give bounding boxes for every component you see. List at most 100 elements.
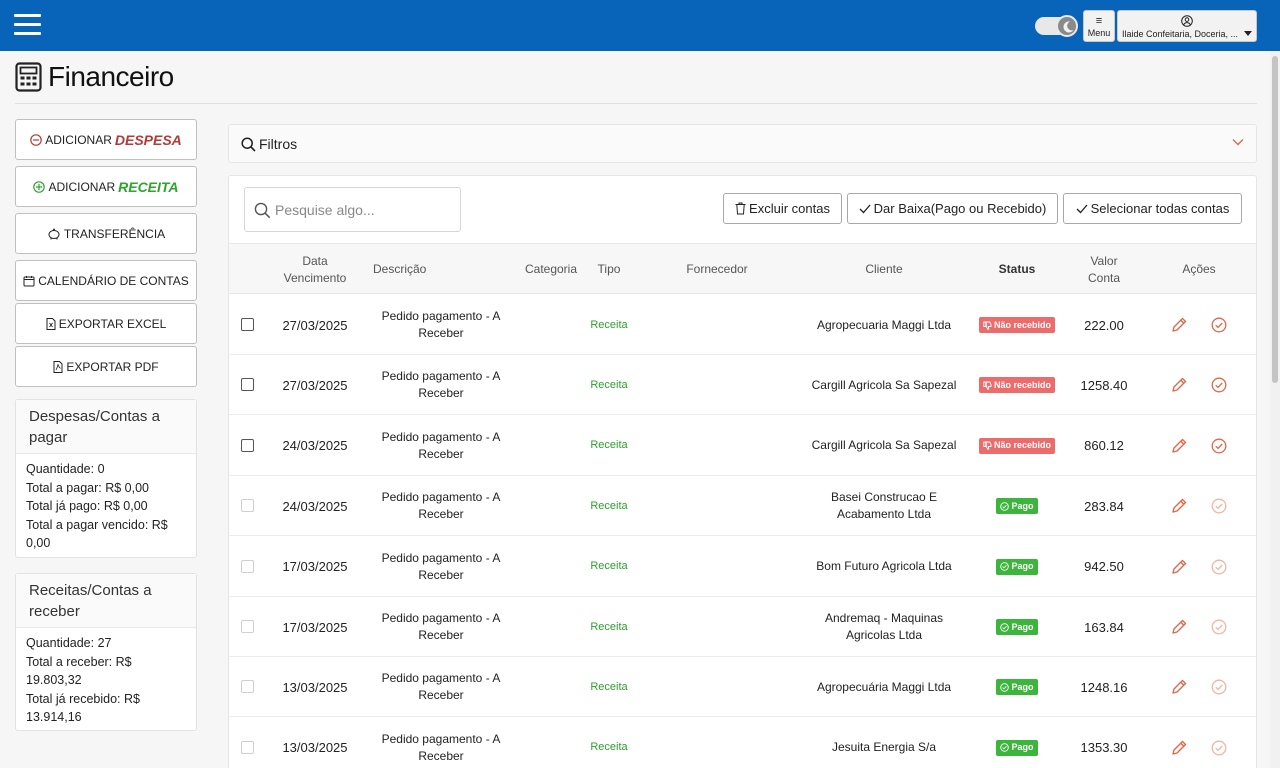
row-supplier xyxy=(677,657,757,717)
header-type[interactable]: Tipo xyxy=(597,262,621,276)
status-badge: Pago xyxy=(996,558,1038,575)
row-supplier xyxy=(677,476,757,536)
header-due-date[interactable]: Data Vencimento xyxy=(283,253,347,285)
theme-toggle[interactable] xyxy=(1035,15,1078,37)
edit-pencil-icon[interactable] xyxy=(1170,678,1188,696)
status-badge: Não recebido xyxy=(978,437,1055,454)
row-supplier xyxy=(677,355,757,415)
table-row[interactable]: 17/03/2025 Pedido pagamento - A Receber Re… xyxy=(229,597,1256,657)
row-checkbox[interactable] xyxy=(241,378,254,392)
row-category xyxy=(519,657,583,717)
check-circle-icon xyxy=(1000,683,1010,692)
export-pdf-button[interactable]: EXPORTAR PDF xyxy=(15,346,197,387)
search-icon xyxy=(254,202,271,219)
header-category[interactable]: Categoria xyxy=(524,262,578,276)
excel-file-icon xyxy=(46,317,56,330)
scrollbar-thumb[interactable] xyxy=(1272,56,1278,383)
add-expense-label: ADICIONAR xyxy=(45,132,112,147)
menu-button[interactable]: ≡ Menu xyxy=(1083,10,1115,42)
select-all-accounts-button[interactable]: Selecionar todas contas xyxy=(1063,193,1242,224)
table-row[interactable]: 27/03/2025 Pedido pagamento - A Receber Re… xyxy=(229,355,1256,416)
delete-accounts-button[interactable]: Excluir contas xyxy=(723,193,842,224)
row-description: Pedido pagamento - A Receber xyxy=(381,429,501,461)
check-circle-icon xyxy=(1211,740,1227,756)
accounts-panel: Excluir contas Dar Baixa(Pago ou Recebid… xyxy=(228,175,1257,768)
hamburger-icon[interactable] xyxy=(14,14,41,36)
check-icon xyxy=(1076,204,1088,213)
header-description[interactable]: Descrição xyxy=(373,262,427,276)
table-row[interactable]: 13/03/2025 Pedido pagamento - A Receber Re… xyxy=(229,718,1256,768)
trash-icon xyxy=(735,202,746,215)
status-badge-text: Pago xyxy=(1011,500,1034,511)
header-supplier[interactable]: Fornecedor xyxy=(686,262,748,276)
table-row[interactable]: 24/03/2025 Pedido pagamento - A Receber Re… xyxy=(229,476,1256,537)
check-circle-icon xyxy=(1000,743,1010,753)
row-due-date: 24/03/2025 xyxy=(282,438,348,454)
row-value: 222.00 xyxy=(1084,317,1124,333)
receivables-total-received: Total já recebido: R$ 13.914,16 xyxy=(26,691,140,725)
user-name: Ilaide Confeitaria, Doceria, ... xyxy=(1122,29,1239,39)
row-value: 1248.16 xyxy=(1080,679,1128,695)
check-circle-icon xyxy=(1211,619,1227,635)
table-row[interactable]: 24/03/2025 Pedido pagamento - A Receber Re… xyxy=(229,416,1256,476)
header-client[interactable]: Cliente xyxy=(865,262,903,276)
payables-title: Despesas/Contas a pagar xyxy=(16,400,196,454)
menu-label: Menu xyxy=(1087,28,1111,38)
row-status: Não recebido xyxy=(967,416,1067,476)
row-checkbox[interactable] xyxy=(241,438,254,452)
row-client: Andremaq - Maquinas Agricolas Ltda xyxy=(824,611,944,642)
table-row[interactable]: 27/03/2025 Pedido pagamento - A Receber Re… xyxy=(229,295,1256,355)
table-row[interactable]: 17/03/2025 Pedido pagamento - A Receber Re… xyxy=(229,537,1256,597)
filters-panel[interactable]: Filtros xyxy=(228,124,1257,163)
export-excel-button[interactable]: EXPORTAR EXCEL xyxy=(15,303,197,344)
status-badge-text: Pago xyxy=(1011,742,1034,753)
add-expense-emphasis: DESPESA xyxy=(114,131,182,148)
edit-pencil-icon[interactable] xyxy=(1170,437,1188,455)
search-box[interactable] xyxy=(244,187,461,232)
row-checkbox xyxy=(241,680,254,694)
check-circle-icon xyxy=(1211,559,1227,575)
payables-total-overdue: Total a pagar vencido: R$ 0,00 xyxy=(26,517,168,551)
settle-accounts-label: Dar Baixa(Pago ou Recebido) xyxy=(873,201,1047,216)
transfer-button[interactable]: TRANSFERÊNCIA xyxy=(15,213,197,254)
table-header: Data Vencimento Descrição Categoria Tipo… xyxy=(229,243,1256,294)
status-badge-text: Pago xyxy=(1011,681,1034,692)
edit-pencil-icon[interactable] xyxy=(1170,739,1188,757)
header-value[interactable]: Valor Conta xyxy=(1087,253,1121,285)
receivables-quantity: Quantidade: 27 xyxy=(26,636,112,650)
payables-total-paid: Total já pago: R$ 0,00 xyxy=(26,499,148,513)
user-dropdown[interactable]: Ilaide Confeitaria, Doceria, ... xyxy=(1117,10,1257,42)
edit-pencil-icon[interactable] xyxy=(1170,316,1188,334)
row-due-date: 13/03/2025 xyxy=(282,679,348,695)
check-circle-icon[interactable] xyxy=(1210,437,1228,455)
page-scrollbar[interactable] xyxy=(1270,51,1280,768)
row-checkbox xyxy=(241,620,254,633)
edit-pencil-icon[interactable] xyxy=(1170,558,1188,576)
add-expense-button[interactable]: ADICIONAR DESPESA xyxy=(15,119,197,160)
row-supplier xyxy=(677,597,757,657)
row-client: Cargill Agricola Sa Sapezal xyxy=(811,438,957,453)
search-input[interactable] xyxy=(275,198,455,222)
row-checkbox xyxy=(241,559,254,573)
table-row[interactable]: 13/03/2025 Pedido pagamento - A Receber Re… xyxy=(229,657,1256,718)
row-supplier xyxy=(677,295,757,355)
edit-pencil-icon[interactable] xyxy=(1170,497,1188,515)
settle-accounts-button[interactable]: Dar Baixa(Pago ou Recebido) xyxy=(847,193,1058,224)
row-description: Pedido pagamento - A Receber xyxy=(381,309,501,340)
edit-pencil-icon[interactable] xyxy=(1170,376,1188,394)
chevron-down-icon[interactable] xyxy=(1232,138,1244,146)
piggy-bank-icon xyxy=(47,227,61,240)
header-status[interactable]: Status xyxy=(998,262,1036,276)
edit-pencil-icon[interactable] xyxy=(1170,618,1188,636)
row-supplier xyxy=(677,537,757,597)
calculator-icon xyxy=(15,62,42,92)
status-badge: Não recebido xyxy=(978,377,1055,394)
add-income-button[interactable]: ADICIONAR RECEITA xyxy=(15,166,197,207)
check-circle-icon[interactable] xyxy=(1210,376,1228,394)
status-badge: Pago xyxy=(996,679,1038,696)
check-circle-icon[interactable] xyxy=(1210,316,1228,334)
row-description: Pedido pagamento - A Receber xyxy=(381,671,501,703)
row-checkbox[interactable] xyxy=(241,318,254,331)
calendar-button[interactable]: CALENDÁRIO DE CONTAS xyxy=(15,260,197,301)
export-excel-label: EXPORTAR EXCEL xyxy=(58,316,167,331)
